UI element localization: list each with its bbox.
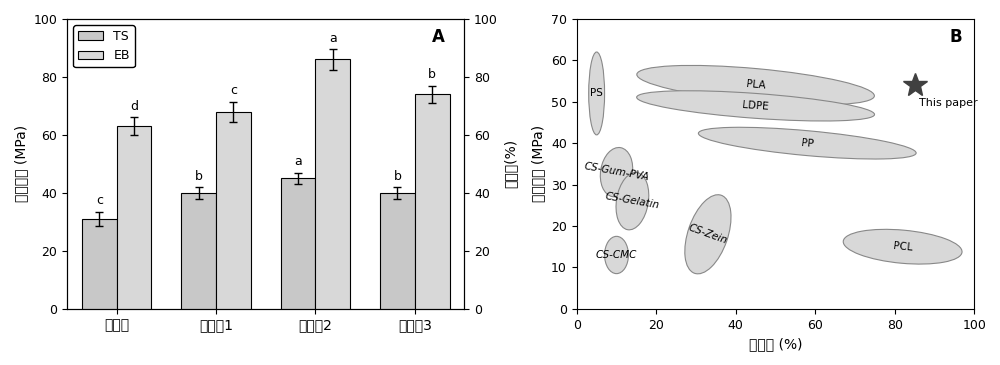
Text: A: A — [432, 28, 445, 46]
Ellipse shape — [600, 147, 633, 197]
Text: CS-CMC: CS-CMC — [596, 250, 637, 260]
Bar — [216, 112, 251, 309]
X-axis label: 延伸率 (%): 延伸率 (%) — [749, 337, 802, 351]
Bar — [281, 178, 315, 309]
Y-axis label: 抗拉强度 (MPa): 抗拉强度 (MPa) — [531, 125, 545, 203]
Ellipse shape — [685, 195, 731, 274]
Bar — [82, 219, 117, 309]
Text: PLA: PLA — [746, 79, 766, 91]
Ellipse shape — [843, 229, 962, 264]
Text: b: b — [393, 170, 401, 183]
Text: d: d — [130, 100, 138, 113]
Text: LDPE: LDPE — [742, 100, 769, 112]
Y-axis label: 抗拉强度 (MPa): 抗拉强度 (MPa) — [14, 125, 28, 203]
Ellipse shape — [616, 172, 649, 230]
Text: CS-Gum-PVA: CS-Gum-PVA — [583, 161, 650, 183]
Y-axis label: 延伸率(%): 延伸率(%) — [504, 139, 518, 188]
Text: PP: PP — [801, 138, 814, 149]
Text: b: b — [428, 68, 436, 81]
Text: c: c — [230, 84, 237, 97]
Text: PS: PS — [590, 88, 603, 99]
Ellipse shape — [637, 91, 875, 121]
Ellipse shape — [605, 237, 628, 274]
Text: CS-Gelatin: CS-Gelatin — [604, 191, 660, 211]
Text: a: a — [294, 155, 302, 168]
Legend: TS, EB: TS, EB — [73, 25, 135, 68]
Ellipse shape — [589, 52, 605, 135]
Text: CS-Zein: CS-Zein — [687, 223, 729, 246]
Bar — [117, 126, 151, 309]
Bar — [181, 193, 216, 309]
Bar — [380, 193, 415, 309]
Text: c: c — [96, 194, 103, 207]
Text: PCL: PCL — [893, 241, 913, 253]
Text: This paper: This paper — [919, 97, 977, 108]
Bar — [415, 94, 450, 309]
Bar — [315, 59, 350, 309]
Text: a: a — [329, 32, 337, 45]
Text: B: B — [950, 28, 962, 46]
Ellipse shape — [698, 127, 916, 159]
Ellipse shape — [637, 65, 874, 105]
Text: b: b — [195, 170, 203, 183]
